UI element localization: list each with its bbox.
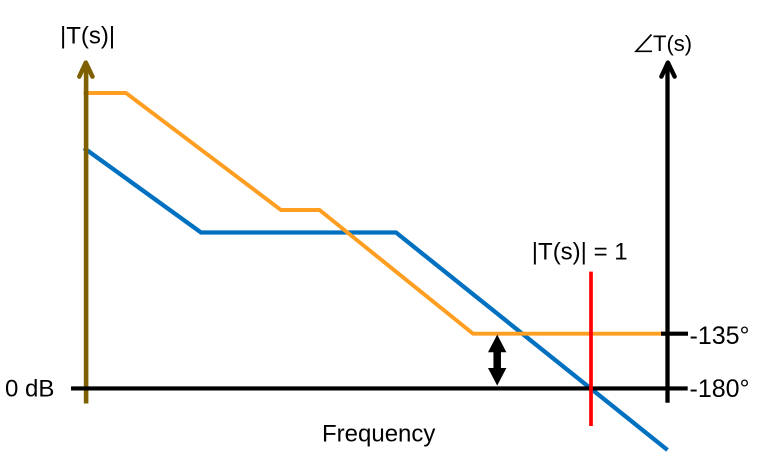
svg-text:0 dB: 0 dB	[5, 376, 54, 403]
svg-text:T(s): T(s)	[653, 31, 692, 56]
svg-text:|T(s)| = 1: |T(s)| = 1	[532, 239, 628, 266]
svg-text:|T(s)|: |T(s)|	[60, 22, 115, 49]
svg-text:Frequency: Frequency	[322, 421, 435, 448]
svg-text:-135°: -135°	[690, 322, 750, 350]
svg-text:-180°: -180°	[690, 375, 750, 403]
